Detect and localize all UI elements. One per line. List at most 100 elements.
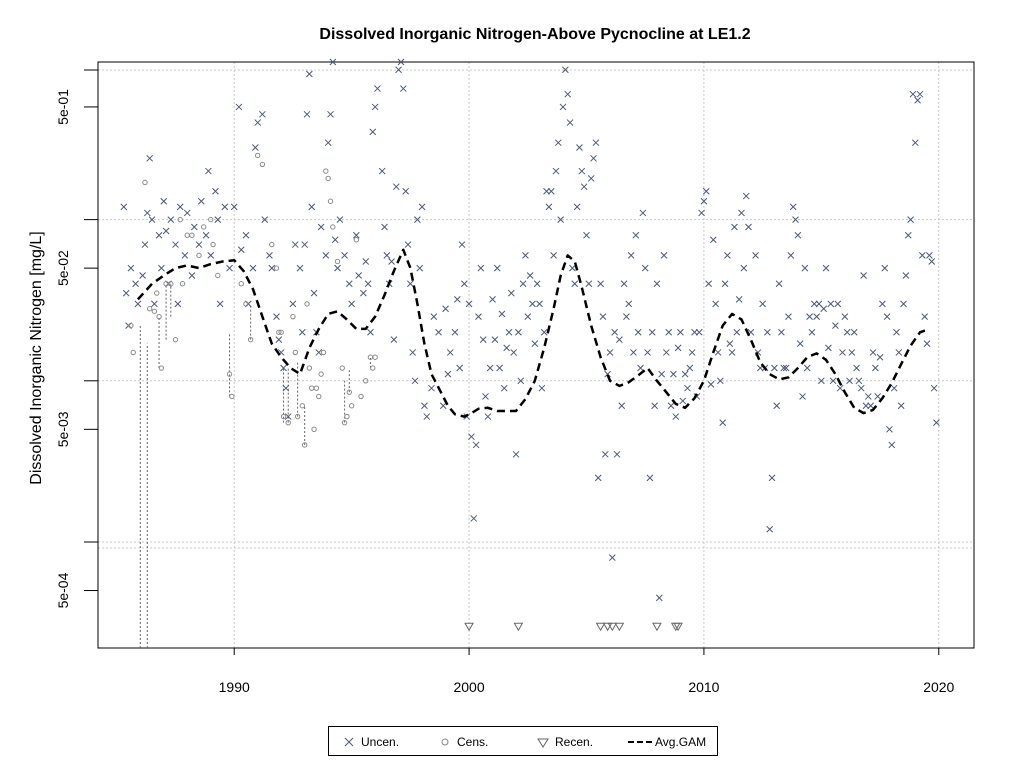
- legend-label-gam: Avg.GAM: [655, 735, 707, 749]
- uncen-point: [407, 280, 414, 288]
- uncen-point: [352, 231, 360, 239]
- x-marker-icon: [344, 737, 354, 747]
- uncen-point: [146, 154, 154, 162]
- uncen-point: [134, 300, 142, 308]
- uncen-point: [853, 364, 860, 372]
- cens-point: [128, 322, 134, 329]
- uncen-point: [371, 103, 379, 111]
- uncen-point: [672, 413, 680, 420]
- uncen-point: [498, 310, 506, 318]
- uncen-point: [731, 223, 738, 231]
- uncen-point: [850, 328, 858, 336]
- cens-point: [370, 365, 376, 371]
- uncen-point: [230, 203, 238, 211]
- uncen-point: [825, 344, 832, 352]
- uncen-point: [430, 313, 438, 321]
- uncen-point: [507, 289, 515, 297]
- uncen-point: [176, 203, 184, 211]
- uncen-point: [566, 119, 574, 126]
- uncen-point: [362, 258, 370, 265]
- uncen-point: [620, 280, 628, 288]
- cens-point: [130, 349, 136, 356]
- uncen-point: [902, 272, 910, 279]
- uncen-point: [926, 252, 933, 259]
- uncen-point: [625, 300, 633, 308]
- uncen-point: [864, 393, 872, 400]
- uncen-point: [367, 328, 374, 336]
- uncen-point: [216, 300, 224, 308]
- uncen-point: [834, 300, 842, 308]
- uncen-point: [301, 241, 309, 248]
- uncen-point: [665, 328, 673, 336]
- legend-item-gam: Avg.GAM: [627, 734, 706, 750]
- uncen-point: [522, 252, 529, 259]
- uncen-point: [895, 349, 903, 356]
- uncen-point: [857, 384, 865, 392]
- uncen-point: [918, 252, 926, 259]
- cens-point: [156, 313, 162, 320]
- uncen-point: [515, 328, 522, 336]
- uncen-point: [921, 313, 929, 321]
- uncen-point: [197, 197, 205, 205]
- cens-point: [142, 179, 148, 186]
- uncen-point: [484, 413, 492, 420]
- legend-item-recen: Recen.: [537, 734, 593, 750]
- uncen-point: [306, 70, 313, 78]
- uncen-point: [597, 280, 604, 288]
- uncen-point: [827, 300, 835, 308]
- uncen-point: [284, 413, 292, 420]
- cens-point: [154, 290, 160, 296]
- uncen-point: [623, 313, 630, 321]
- uncen-point: [392, 183, 400, 191]
- uncen-point: [148, 216, 156, 223]
- uncen-point: [763, 328, 771, 336]
- uncen-point: [395, 66, 402, 74]
- uncen-point: [296, 264, 304, 272]
- uncen-point: [686, 364, 694, 372]
- chart-title: Dissolved Inorganic Nitrogen-Above Pycno…: [319, 26, 750, 43]
- uncen-point: [226, 264, 233, 272]
- uncen-point: [458, 241, 466, 248]
- uncen-point: [402, 187, 410, 195]
- uncen-point: [618, 402, 626, 410]
- uncen-point: [167, 216, 175, 223]
- uncen-point: [608, 554, 616, 561]
- uncen-point: [545, 203, 553, 211]
- uncen-point: [411, 377, 419, 385]
- legend-item-uncen: Uncen.: [343, 734, 399, 750]
- recen-point: [602, 622, 613, 632]
- uncen-point: [183, 209, 191, 217]
- cens-point: [196, 252, 202, 259]
- cens-point: [320, 349, 327, 356]
- uncen-point: [648, 328, 656, 336]
- uncen-point: [280, 364, 287, 372]
- cens-point: [189, 232, 195, 238]
- cens-point: [341, 419, 348, 426]
- uncen-point: [298, 328, 306, 336]
- uncen-point: [517, 377, 525, 385]
- uncen-point: [127, 264, 135, 272]
- uncen-point: [533, 280, 541, 288]
- cens-point: [200, 224, 207, 230]
- censor-segments: [139, 283, 371, 648]
- uncen-point: [705, 280, 712, 288]
- uncen-point: [465, 300, 473, 308]
- cens-point: [168, 281, 174, 287]
- cens-point: [276, 329, 282, 335]
- uncen-point: [813, 313, 821, 321]
- cens-point: [158, 365, 165, 371]
- uncen-point: [855, 377, 863, 385]
- uncen-point: [538, 384, 546, 392]
- legend-label-uncen: Uncen.: [361, 735, 400, 749]
- uncen-point: [637, 364, 644, 372]
- cens-point: [323, 168, 329, 174]
- uncen-point: [900, 300, 907, 308]
- uncen-point: [801, 264, 809, 272]
- uncen-point: [383, 252, 391, 259]
- uncen-point: [564, 90, 572, 98]
- cens-point: [339, 365, 345, 371]
- uncen-point: [334, 264, 341, 272]
- uncen-point: [904, 231, 912, 239]
- uncen-point: [712, 300, 720, 308]
